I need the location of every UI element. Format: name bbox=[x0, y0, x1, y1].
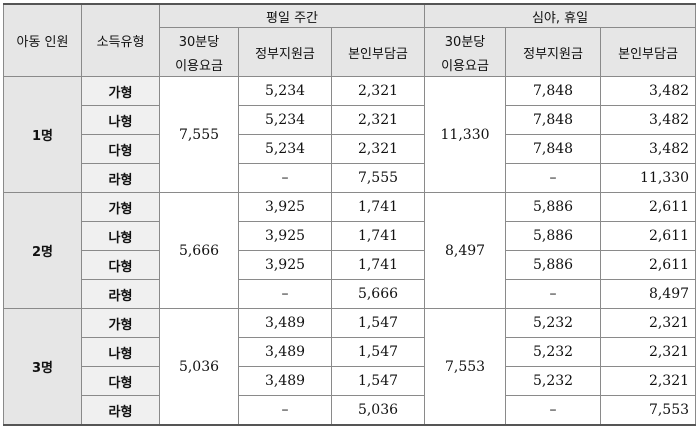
table-row: 라형 –7,555–11,330 bbox=[4, 163, 697, 193]
income-type-cell: 가형 bbox=[81, 192, 160, 222]
weekday-fee-cell: 5,036 bbox=[159, 308, 239, 426]
weekday-gov-cell: 3,925 bbox=[238, 250, 332, 280]
night-gov-cell: 5,886 bbox=[505, 250, 602, 280]
night-self-cell: 11,330 bbox=[600, 163, 697, 193]
night-self-cell: 7,553 bbox=[600, 395, 697, 426]
night-gov-cell: – bbox=[505, 279, 602, 309]
night-gov-cell: 7,848 bbox=[505, 76, 602, 106]
weekday-gov-cell: 5,234 bbox=[238, 76, 332, 106]
weekday-self-cell: 1,547 bbox=[330, 366, 426, 396]
weekday-gov-cell: 3,925 bbox=[238, 192, 332, 222]
child-count-cell: 1명 bbox=[3, 76, 82, 193]
weekday-self-cell: 1,741 bbox=[330, 221, 426, 251]
night-gov-cell: 5,232 bbox=[505, 308, 602, 338]
weekday-gov-cell: – bbox=[238, 279, 332, 309]
weekday-self-cell: 1,741 bbox=[330, 192, 426, 222]
weekday-self-cell: 7,555 bbox=[330, 163, 426, 193]
weekday-gov-cell: 5,234 bbox=[238, 134, 332, 164]
table-row: 2명 가형 5,666 3,925 1,741 8,497 5,886 2,611 bbox=[3, 192, 697, 309]
header-weekday: 평일 주간 bbox=[158, 3, 426, 28]
header-night-fee-line1: 30분당 bbox=[424, 27, 507, 52]
header-income-type: 소득유형 bbox=[81, 3, 160, 77]
income-type-cell: 가형 bbox=[81, 76, 160, 106]
night-gov-cell: 7,848 bbox=[505, 134, 602, 164]
income-type-cell: 나형 bbox=[81, 105, 160, 135]
table-row: 다형 3,925 1,741 5,886 2,611 bbox=[4, 250, 697, 280]
night-self-cell: 2,321 bbox=[600, 308, 697, 338]
income-type-cell: 라형 bbox=[81, 395, 160, 426]
weekday-self-cell: 1,547 bbox=[330, 308, 426, 338]
header-weekday-fee-line2: 이용요금 bbox=[159, 52, 239, 77]
table-row: 나형 3,925 1,741 5,886 2,611 bbox=[4, 221, 697, 251]
income-type-cell: 다형 bbox=[81, 134, 160, 164]
night-self-cell: 2,611 bbox=[600, 250, 697, 280]
weekday-self-cell: 2,321 bbox=[330, 105, 426, 135]
weekday-gov-cell: – bbox=[238, 395, 332, 426]
table-row: 라형 –5,666–8,497 bbox=[4, 279, 697, 309]
weekday-gov-cell: 3,489 bbox=[238, 366, 332, 396]
table-row: 나형 3,489 1,547 5,232 2,321 bbox=[4, 337, 697, 367]
income-type-cell: 라형 bbox=[81, 279, 160, 309]
weekday-self-cell: 5,666 bbox=[330, 279, 426, 309]
night-fee-cell: 11,330 bbox=[424, 76, 507, 193]
weekday-self-cell: 1,547 bbox=[330, 337, 426, 367]
income-type-cell: 다형 bbox=[81, 366, 160, 396]
night-self-cell: 2,611 bbox=[600, 221, 697, 251]
night-fee-cell: 8,497 bbox=[424, 192, 507, 309]
night-gov-cell: 7,848 bbox=[505, 105, 602, 135]
header-night-self: 본인부담금 bbox=[600, 27, 697, 77]
weekday-fee-cell: 5,666 bbox=[159, 192, 239, 309]
table-row: 3명 가형 5,036 3,489 1,547 7,553 5,232 2,321 bbox=[3, 308, 697, 426]
child-count-cell: 2명 bbox=[3, 192, 82, 309]
income-type-cell: 나형 bbox=[81, 337, 160, 367]
weekday-gov-cell: 3,489 bbox=[238, 337, 332, 367]
table-row: 1명 가형 7,555 5,234 2,321 11,330 7,848 3,482 bbox=[3, 76, 697, 193]
night-self-cell: 2,321 bbox=[600, 337, 697, 367]
night-gov-cell: 5,232 bbox=[505, 337, 602, 367]
table-row: 다형 3,489 1,547 5,232 2,321 bbox=[4, 366, 697, 396]
night-gov-cell: – bbox=[505, 395, 602, 426]
header-weekday-gov: 정부지원금 bbox=[238, 27, 332, 77]
income-type-cell: 다형 bbox=[81, 250, 160, 280]
night-gov-cell: 5,232 bbox=[505, 366, 602, 396]
night-self-cell: 2,611 bbox=[600, 192, 697, 222]
night-self-cell: 3,482 bbox=[600, 134, 697, 164]
header-weekday-fee-line1: 30분당 bbox=[159, 27, 239, 52]
header-night-gov: 정부지원금 bbox=[505, 27, 602, 77]
weekday-gov-cell: 3,489 bbox=[238, 308, 332, 338]
weekday-self-cell: 1,741 bbox=[330, 250, 426, 280]
night-fee-cell: 7,553 bbox=[424, 308, 507, 426]
table-row: 나형 5,234 2,321 7,848 3,482 bbox=[4, 105, 697, 135]
night-self-cell: 2,321 bbox=[600, 366, 697, 396]
table-row: 라형 –5,036–7,553 bbox=[4, 395, 697, 426]
weekday-self-cell: 5,036 bbox=[330, 395, 426, 426]
weekday-fee-cell: 7,555 bbox=[159, 76, 239, 193]
fee-table-body: 1명 가형 7,555 5,234 2,321 11,330 7,848 3,482 나형 5,2… bbox=[3, 76, 697, 426]
weekday-self-cell: 2,321 bbox=[330, 76, 426, 106]
weekday-gov-cell: 5,234 bbox=[238, 105, 332, 135]
header-weekday-self: 본인부담금 bbox=[330, 27, 426, 77]
night-self-cell: 3,482 bbox=[600, 105, 697, 135]
weekday-gov-cell: 3,925 bbox=[238, 221, 332, 251]
header-night: 심야, 휴일 bbox=[424, 3, 697, 28]
night-self-cell: 3,482 bbox=[600, 76, 697, 106]
night-self-cell: 8,497 bbox=[600, 279, 697, 309]
income-type-cell: 가형 bbox=[81, 308, 160, 338]
night-gov-cell: 5,886 bbox=[505, 192, 602, 222]
night-gov-cell: – bbox=[505, 163, 602, 193]
fee-table: 아동 인원 소득유형 평일 주간 심야, 휴일 30분당 정부지원금 본인부담금… bbox=[3, 3, 697, 426]
child-count-cell: 3명 bbox=[3, 308, 82, 426]
header-child-count: 아동 인원 bbox=[3, 3, 82, 77]
weekday-self-cell: 2,321 bbox=[330, 134, 426, 164]
header-night-fee-line2: 이용요금 bbox=[424, 52, 507, 77]
weekday-gov-cell: – bbox=[238, 163, 332, 193]
income-type-cell: 나형 bbox=[81, 221, 160, 251]
night-gov-cell: 5,886 bbox=[505, 221, 602, 251]
table-row: 다형 5,234 2,321 7,848 3,482 bbox=[4, 134, 697, 164]
income-type-cell: 라형 bbox=[81, 163, 160, 193]
